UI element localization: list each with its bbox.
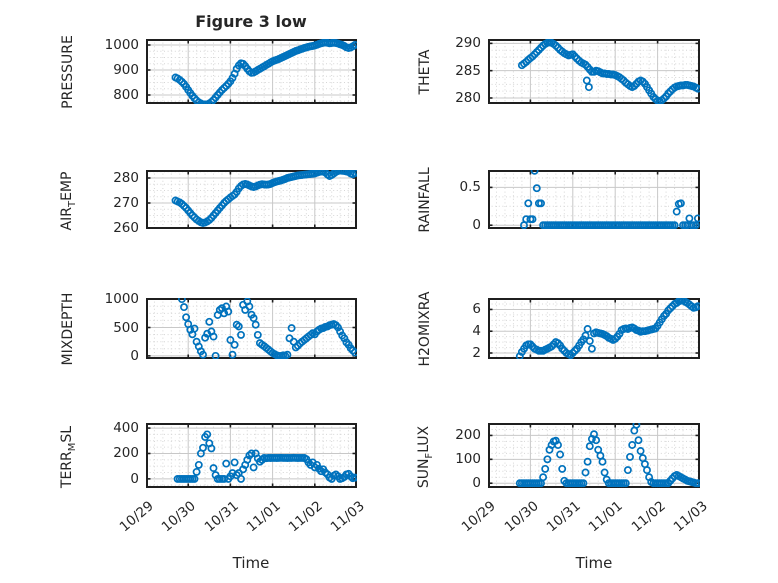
y-tick-label-h2omixra: 2 (472, 345, 481, 361)
subplot-h2omixra (487, 296, 702, 361)
x-tick-label: 11/02 (628, 497, 669, 536)
subplot-theta-plot-area (487, 38, 702, 106)
y-tick-label-h2omixra: 6 (472, 301, 481, 318)
scatter-series-rainfall (520, 166, 702, 230)
x-tick-label: 10/29 (116, 497, 157, 536)
subplot-air-temp (145, 166, 359, 229)
y-tick-label-rainfall: 0 (472, 217, 481, 234)
subplot-theta (487, 38, 702, 106)
minor-grid (146, 423, 357, 488)
x-tick-label: 11/01 (243, 497, 284, 536)
subplot-h2omixra-plot-area (487, 296, 702, 361)
x-tick-label: 11/02 (285, 497, 326, 536)
scatter-series-h2omixra (515, 296, 702, 361)
subplot-mixdepth-plot-area (145, 295, 359, 360)
y-tick-label-mixdepth: 1000 (104, 291, 139, 308)
y-tick-label-sun-flux: 200 (455, 427, 481, 444)
subplot-terr-msl (145, 423, 359, 488)
y-tick-label-pressure: 900 (113, 62, 139, 78)
y-axis-label-pressure: PRESSURE (60, 34, 76, 109)
y-tick-label-terr-msl: 0 (130, 470, 139, 487)
y-tick-label-terr-msl: 200 (113, 445, 139, 462)
subplot-terr-msl-plot-area (145, 423, 359, 488)
y-axis-label-rainfall: RAINFALL (417, 166, 433, 233)
x-axis-label-left: Time (232, 554, 270, 572)
y-tick-label-air-temp: 280 (113, 170, 139, 186)
y-tick-label-mixdepth: 0 (130, 347, 139, 364)
axis-ticks (487, 171, 701, 228)
y-tick-label-terr-msl: 400 (113, 420, 139, 437)
minor-grid (146, 170, 357, 229)
subplot-air-temp-plot-area (145, 166, 359, 229)
x-tick-label: 10/31 (543, 497, 584, 536)
y-axis-label-air-temp: AIRTEMP (59, 171, 78, 230)
minor-grid (146, 39, 357, 104)
scatter-series-sun-flux (515, 420, 702, 488)
subplot-mixdepth (145, 295, 359, 360)
y-tick-label-sun-flux: 0 (472, 475, 481, 492)
y-tick-label-pressure: 800 (113, 87, 139, 103)
x-axis-label-right: Time (575, 554, 613, 572)
x-tick-label: 10/30 (501, 497, 542, 536)
x-tick-label: 10/29 (458, 497, 499, 536)
subplot-pressure-plot-area (145, 38, 359, 109)
y-axis-label-sun-flux: SUNFLUX (416, 425, 435, 488)
y-tick-label-theta: 280 (455, 89, 481, 106)
x-tick-label: 11/03 (670, 497, 711, 536)
y-tick-label-sun-flux: 100 (455, 451, 481, 468)
subplot-rainfall (487, 166, 702, 230)
scatter-series-theta (517, 38, 702, 106)
scatter-series-mixdepth (177, 295, 359, 360)
y-axis-label-h2omixra: H2OMIXRA (417, 291, 433, 366)
y-axis-label-mixdepth: MIXDEPTH (60, 292, 76, 365)
minor-grid (488, 170, 700, 229)
y-tick-label-theta: 290 (455, 35, 481, 52)
y-tick-label-pressure: 1000 (104, 37, 139, 53)
x-tick-label: 11/03 (327, 497, 368, 536)
x-tick-label: 10/31 (201, 497, 242, 536)
subplot-pressure (145, 38, 359, 109)
y-tick-label-air-temp: 260 (113, 220, 139, 236)
y-tick-label-h2omixra: 4 (472, 323, 481, 340)
x-tick-label: 11/01 (585, 497, 627, 536)
scatter-series-pressure (171, 38, 359, 109)
scatter-series-terr-msl (173, 430, 359, 483)
scatter-series-air-temp (171, 166, 359, 227)
y-axis-label-terr-msl: TERRMSL (59, 425, 78, 488)
y-tick-label-air-temp: 270 (113, 195, 139, 211)
major-grid (146, 423, 357, 488)
y-tick-label-mixdepth: 500 (113, 319, 139, 336)
subplot-sun-flux (487, 420, 702, 488)
subplot-sun-flux-plot-area (487, 420, 702, 488)
figure-title: Figure 3 low (195, 12, 307, 31)
major-grid (488, 170, 700, 229)
y-tick-label-theta: 285 (455, 62, 481, 79)
subplot-rainfall-plot-area (487, 166, 702, 230)
y-tick-label-rainfall: 0.5 (459, 179, 481, 196)
x-tick-label: 10/30 (158, 497, 200, 536)
